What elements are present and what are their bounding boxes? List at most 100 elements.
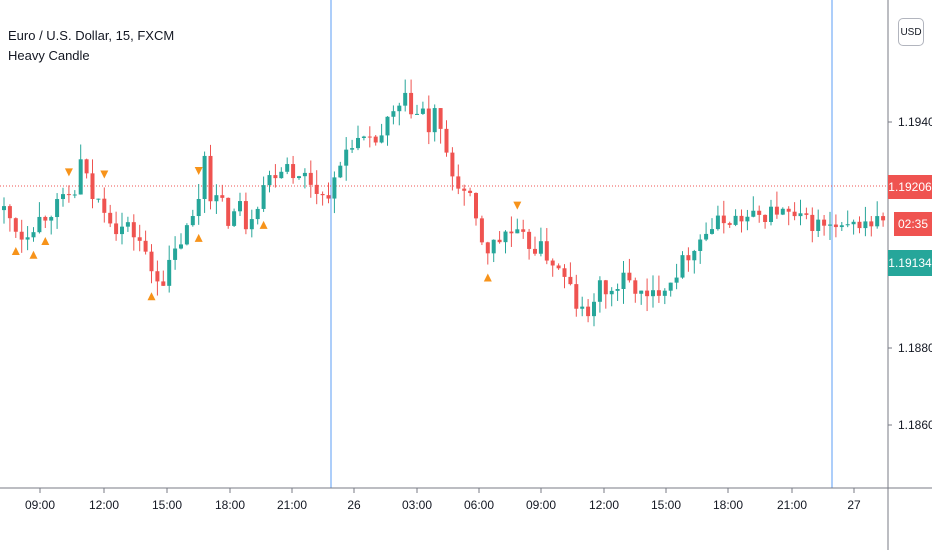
indicator-name[interactable]: Heavy Candle — [8, 48, 90, 63]
candle — [220, 184, 225, 202]
candle — [214, 184, 219, 214]
x-tick-label: 15:00 — [651, 498, 681, 512]
candle — [609, 287, 614, 307]
x-tick-label: 03:00 — [402, 498, 432, 512]
x-tick-label: 09:00 — [25, 498, 55, 512]
x-tick-label: 27 — [847, 498, 861, 512]
candle — [710, 218, 714, 235]
candle — [651, 275, 655, 308]
last_close-label: 1.19206 — [888, 175, 932, 199]
candle — [833, 214, 838, 238]
candle — [243, 192, 248, 235]
candle — [208, 144, 213, 210]
candle — [639, 290, 644, 305]
candle — [143, 230, 148, 255]
candle — [444, 120, 449, 157]
candle — [662, 288, 667, 305]
candle — [173, 236, 178, 270]
chart-legend: Euro / U.S. Dollar, 15, FXCM Heavy Candl… — [8, 26, 174, 66]
candle — [580, 296, 585, 317]
candle — [845, 210, 850, 228]
candle — [25, 226, 30, 251]
signal-markers — [11, 166, 522, 301]
current_bid-label-text: 1.19134 — [888, 256, 932, 270]
candle — [798, 199, 803, 226]
candle — [674, 263, 679, 290]
signal-up-marker — [483, 273, 492, 282]
candle — [692, 249, 697, 274]
candle — [196, 183, 201, 225]
candle — [285, 157, 290, 175]
candle — [538, 227, 543, 257]
signal-down-marker — [194, 166, 203, 175]
candle — [881, 212, 886, 227]
candle — [78, 144, 83, 195]
candle — [179, 233, 183, 250]
candle — [137, 224, 142, 252]
candle — [108, 204, 113, 228]
x-tick-label: 18:00 — [215, 498, 245, 512]
candle — [261, 176, 266, 212]
candle — [155, 260, 160, 296]
price-labels: 1.19206 02:35 1.19134 — [888, 175, 932, 276]
candle — [161, 270, 166, 286]
candle — [698, 234, 703, 264]
candle — [31, 227, 36, 242]
candle — [426, 95, 431, 145]
candle — [232, 208, 237, 227]
candle — [857, 216, 862, 234]
candle — [415, 104, 419, 115]
candle — [255, 206, 260, 225]
candle — [727, 221, 732, 228]
candles — [2, 79, 886, 327]
candle — [385, 116, 390, 146]
signal-up-marker — [41, 237, 50, 246]
candle — [450, 147, 455, 191]
candle — [397, 102, 402, 126]
candle — [816, 209, 821, 238]
candle — [769, 199, 773, 226]
signal-down-marker — [64, 168, 73, 177]
candle — [149, 244, 154, 284]
candle — [786, 206, 791, 226]
candle — [55, 193, 60, 229]
candle — [485, 241, 490, 265]
signal-up-marker — [194, 233, 203, 242]
x-tick-label: 21:00 — [277, 498, 307, 512]
x-tick-label: 09:00 — [526, 498, 556, 512]
candle — [763, 214, 768, 229]
candle — [202, 151, 207, 213]
signal-down-marker — [100, 170, 109, 179]
symbol-title[interactable]: Euro / U.S. Dollar, 15, FXCM — [8, 28, 175, 43]
candle — [2, 197, 6, 224]
candle — [780, 207, 785, 216]
candle — [297, 175, 301, 180]
candle — [37, 202, 42, 234]
candle — [645, 278, 650, 312]
candle — [592, 293, 596, 327]
candle — [96, 198, 101, 203]
x-tick-label: 26 — [347, 498, 361, 512]
candle — [350, 139, 355, 153]
candle — [302, 168, 307, 189]
candle — [72, 190, 77, 199]
candle — [391, 105, 396, 125]
candle — [509, 216, 514, 247]
candle — [621, 260, 626, 304]
candle — [125, 216, 130, 232]
candle — [668, 282, 673, 297]
x-tick-label: 06:00 — [464, 498, 494, 512]
candle — [733, 209, 738, 227]
candle — [474, 192, 478, 226]
candle — [379, 123, 384, 144]
currency-button[interactable]: USD — [898, 18, 924, 46]
candle — [373, 134, 378, 146]
candle — [84, 158, 89, 179]
candle — [656, 275, 661, 303]
y-tick-label: 1.19400 — [898, 115, 932, 129]
candle — [367, 126, 372, 148]
candle — [326, 182, 331, 204]
